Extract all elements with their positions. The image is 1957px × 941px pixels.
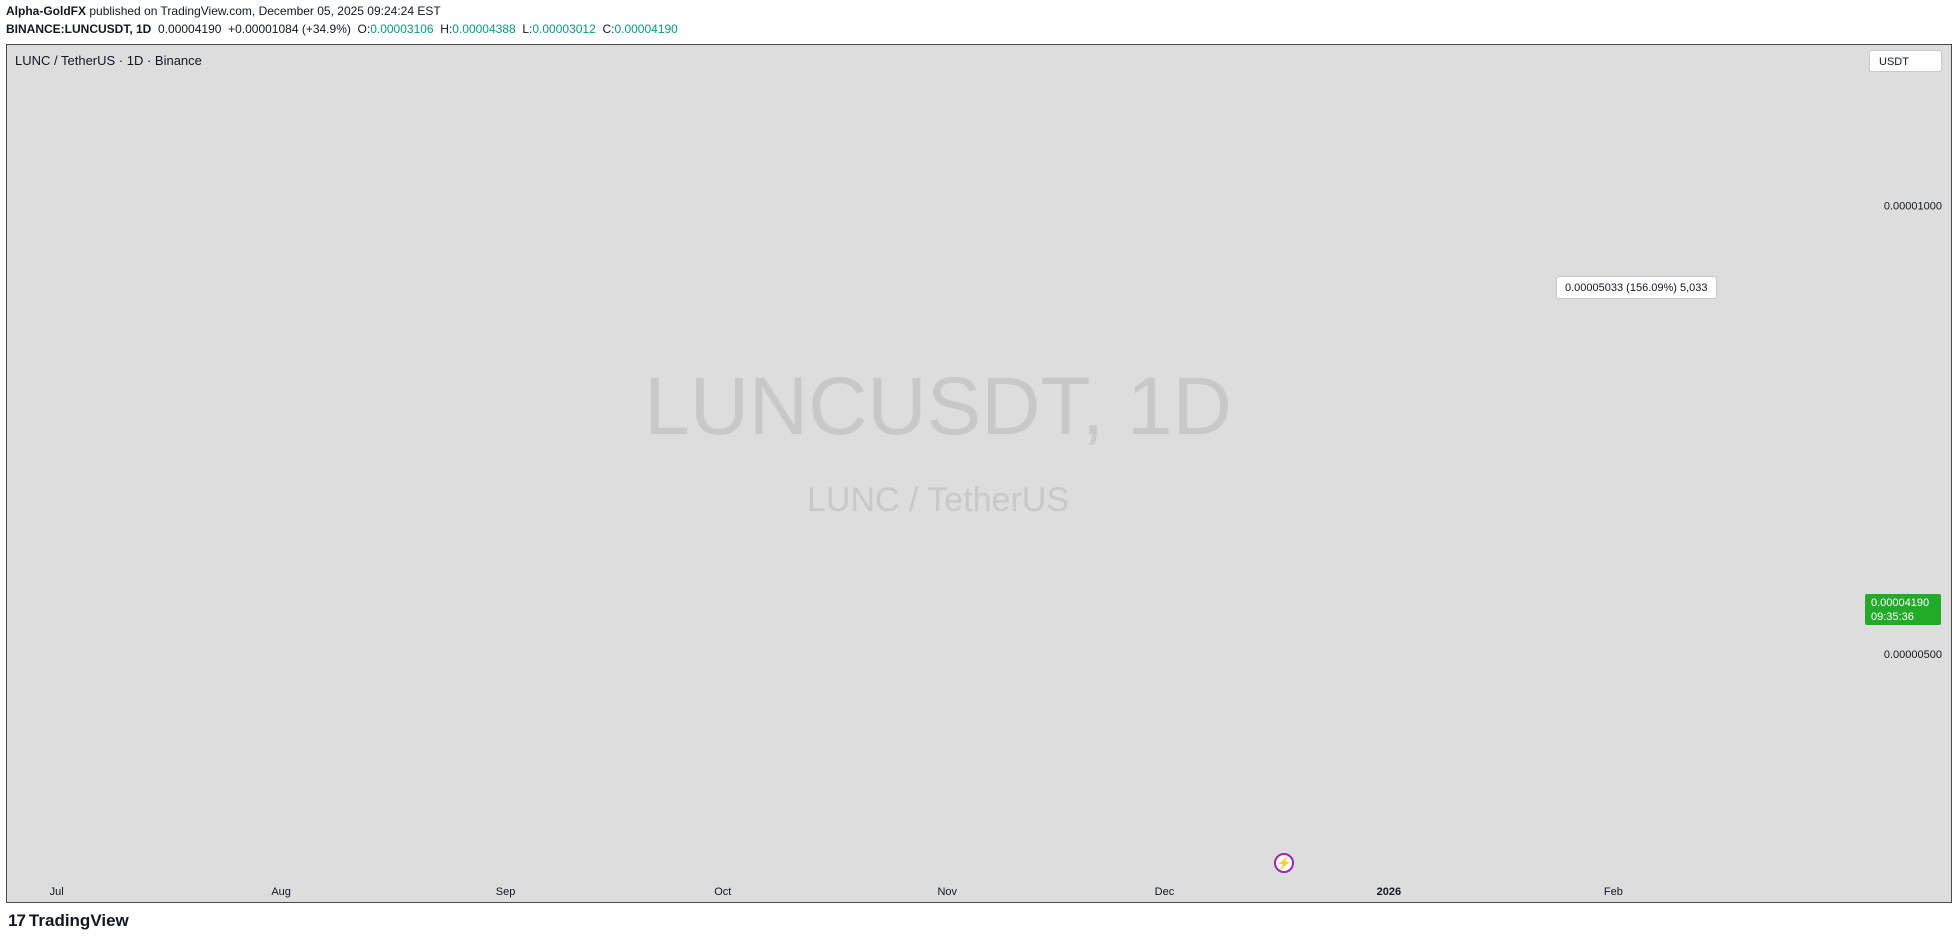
open-value: 0.00003106 xyxy=(370,22,434,36)
published-text: published on TradingView.com, December 0… xyxy=(89,4,441,18)
measure-label: 0.00005033 (156.09%) 5,033 xyxy=(1556,276,1717,299)
current-price-value: 0.00004190 xyxy=(1871,597,1930,609)
symbol-info-line: BINANCE:LUNCUSDT, 1D 0.00004190 +0.00001… xyxy=(6,22,678,36)
x-tick-label: Sep xyxy=(496,886,516,898)
low-value: 0.00003012 xyxy=(532,22,596,36)
watermark-symbol: LUNCUSDT, 1D xyxy=(644,361,1232,452)
time-axis[interactable]: Jul Aug Sep Oct Nov Dec 2026 Feb xyxy=(50,886,1623,898)
x-tick-label: Nov xyxy=(937,886,957,898)
x-tick-label: Aug xyxy=(271,886,291,898)
close-label: C: xyxy=(602,22,615,36)
brand-name: TradingView xyxy=(28,911,129,930)
price-chart[interactable]: LUNCUSDT, 1D LUNC / TetherUS 0.000115000.… xyxy=(6,44,1952,903)
publish-info: Alpha-GoldFX published on TradingView.co… xyxy=(6,4,441,18)
x-tick-label: 2026 xyxy=(1377,886,1401,898)
currency-unit-button[interactable]: USDT xyxy=(1869,50,1942,72)
chart-pane[interactable] xyxy=(6,44,1952,903)
x-tick-label: Oct xyxy=(714,886,731,898)
low-label: L: xyxy=(522,22,533,36)
y-tick-label: 0.00000500 xyxy=(1884,649,1942,661)
high-value: 0.00004388 xyxy=(452,22,516,36)
open-label: O: xyxy=(357,22,371,36)
author-name[interactable]: Alpha-GoldFX xyxy=(6,4,86,18)
tradingview-logo-icon: 17 xyxy=(8,911,26,930)
watermark-pair: LUNC / TetherUS xyxy=(807,481,1069,519)
price-change: +0.00001084 (+34.9%) xyxy=(228,22,351,36)
tradingview-logo[interactable]: 17 TradingView xyxy=(8,911,129,931)
x-tick-label: Feb xyxy=(1604,886,1623,898)
high-label: H: xyxy=(440,22,453,36)
last-price: 0.00004190 xyxy=(158,22,222,36)
watermark: LUNCUSDT, 1D LUNC / TetherUS xyxy=(644,361,1232,519)
pair-title: LUNC / TetherUS · 1D · Binance xyxy=(15,53,202,68)
symbol-name: BINANCE:LUNCUSDT, 1D xyxy=(6,22,152,36)
close-value: 0.00004190 xyxy=(614,22,678,36)
price-axis[interactable]: 0.000115000.000110000.000105000.00010000… xyxy=(1884,44,1942,661)
lightning-icon[interactable]: ⚡ xyxy=(1274,853,1294,873)
x-tick-label: Jul xyxy=(50,886,64,898)
current-price-tag: 0.00004190 09:35:36 xyxy=(1865,594,1941,625)
y-tick-label: 0.00001000 xyxy=(1884,200,1942,212)
x-tick-label: Dec xyxy=(1155,886,1175,898)
bar-countdown: 09:35:36 xyxy=(1871,611,1914,623)
